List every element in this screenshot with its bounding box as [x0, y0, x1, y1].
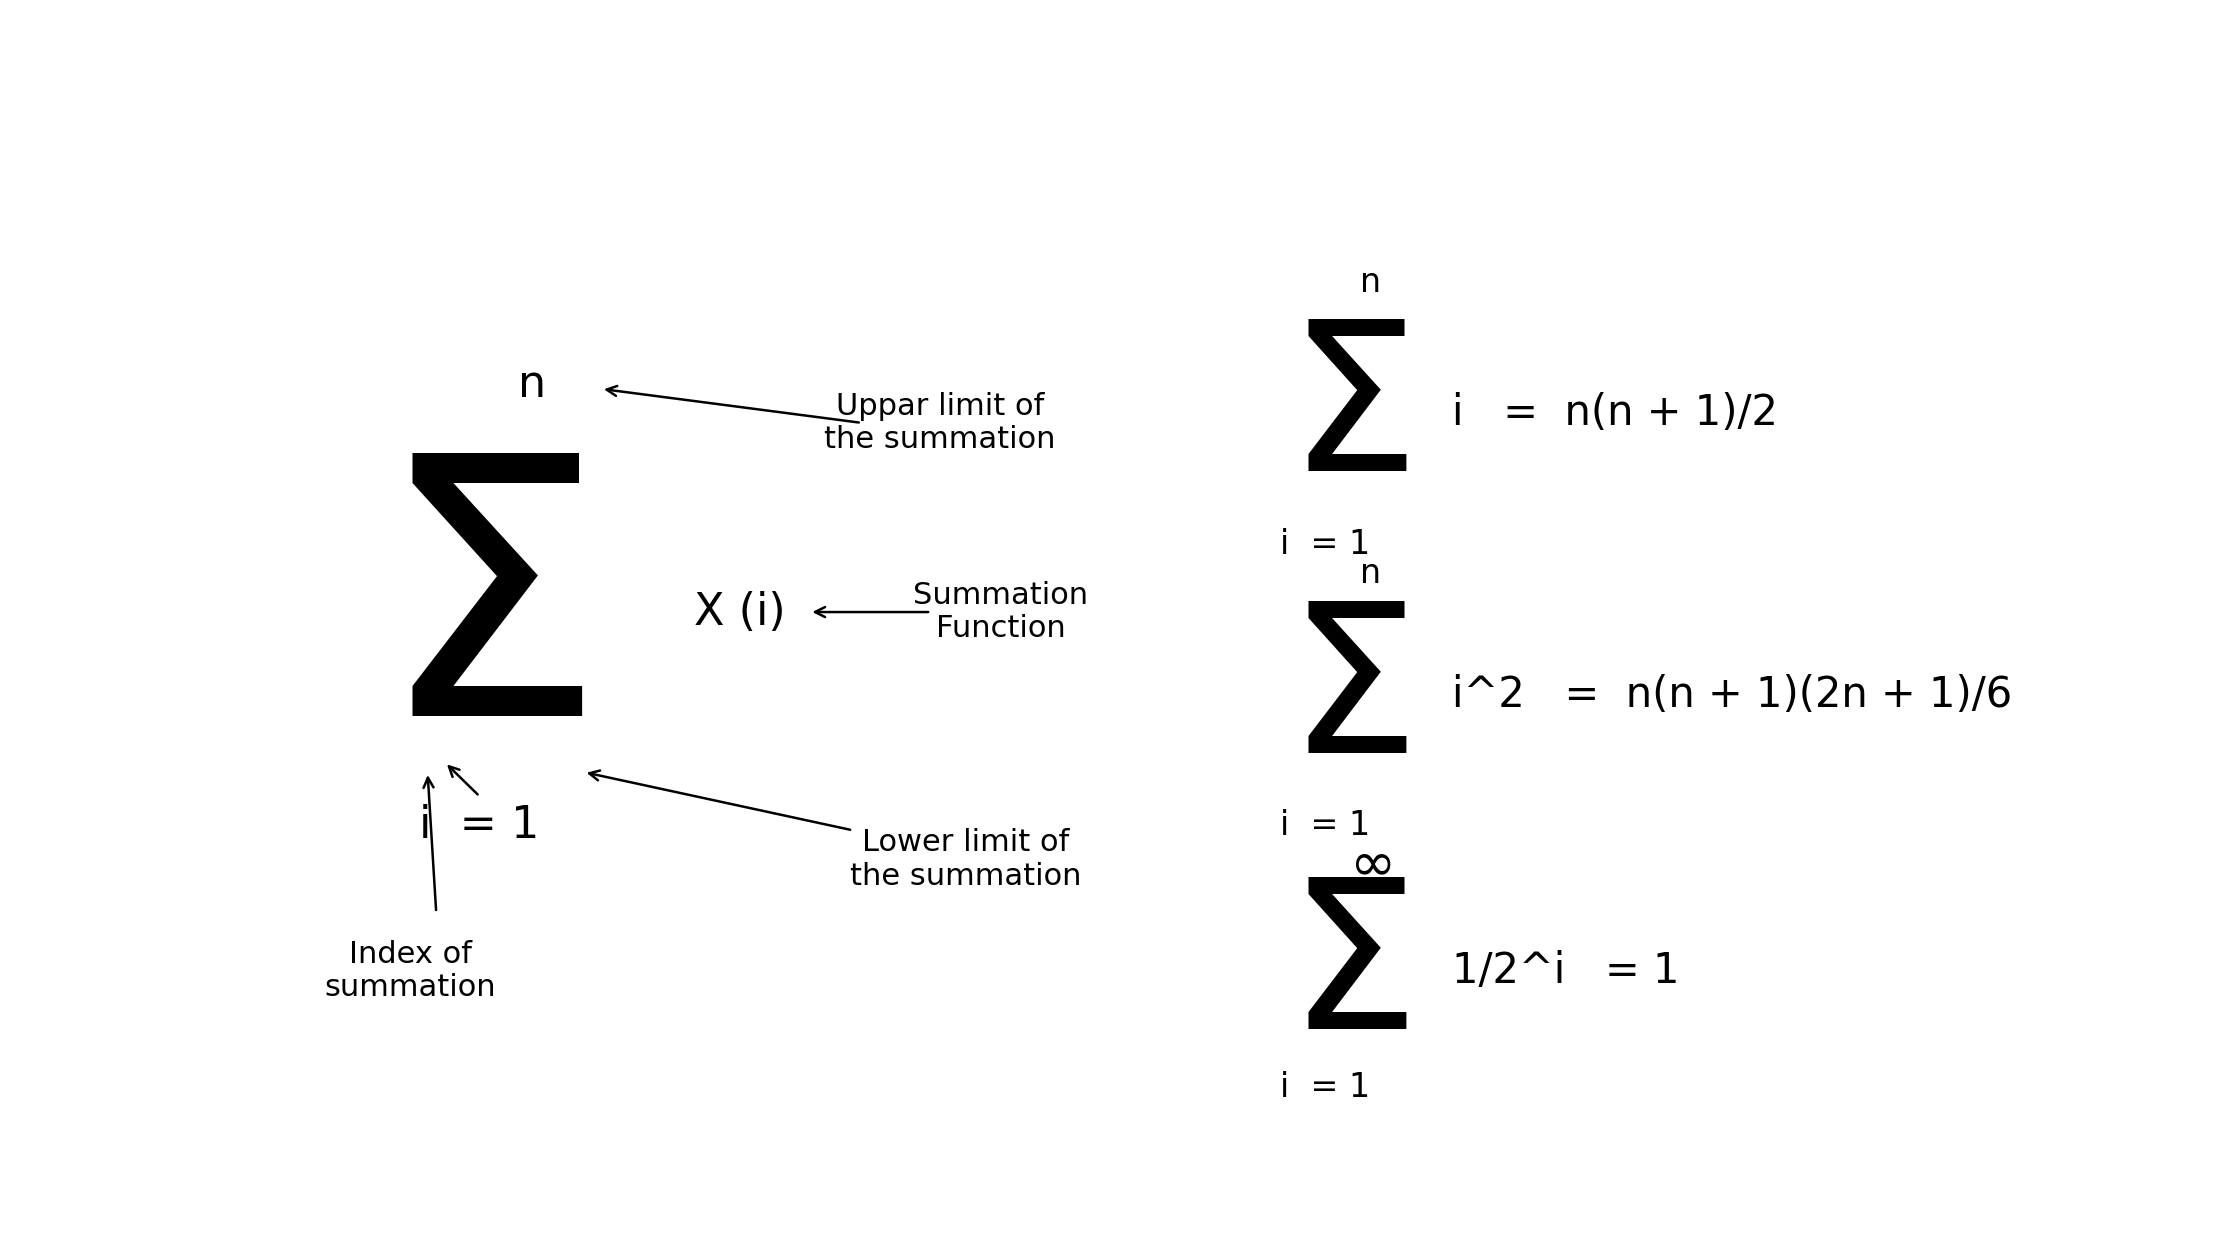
Text: $\Sigma$: $\Sigma$ — [376, 442, 582, 791]
Text: i  = 1: i = 1 — [1279, 1071, 1371, 1104]
Text: Lower limit of
the summation: Lower limit of the summation — [849, 828, 1082, 891]
Text: $\Sigma$: $\Sigma$ — [1288, 593, 1407, 795]
Text: X (i): X (i) — [694, 591, 786, 634]
Text: i  = 1: i = 1 — [1279, 528, 1371, 561]
Text: $\infty$: $\infty$ — [1348, 838, 1391, 891]
Text: Summation
Function: Summation Function — [914, 581, 1089, 644]
Text: i   =  n(n + 1)/2: i = n(n + 1)/2 — [1452, 392, 1779, 435]
Text: n: n — [1360, 557, 1380, 590]
Text: n: n — [1360, 266, 1380, 299]
Text: $\Sigma$: $\Sigma$ — [1288, 312, 1407, 514]
Text: i  = 1: i = 1 — [1279, 809, 1371, 842]
Text: i  = 1: i = 1 — [419, 804, 540, 847]
Text: $\Sigma$: $\Sigma$ — [1288, 869, 1407, 1072]
Text: i^2   =  n(n + 1)(2n + 1)/6: i^2 = n(n + 1)(2n + 1)/6 — [1452, 674, 2012, 716]
Text: Uppar limit of
the summation: Uppar limit of the summation — [824, 392, 1055, 454]
Text: 1/2^i   = 1: 1/2^i = 1 — [1452, 950, 1680, 992]
Text: Index of
summation: Index of summation — [325, 940, 495, 1002]
Text: n: n — [517, 363, 547, 406]
